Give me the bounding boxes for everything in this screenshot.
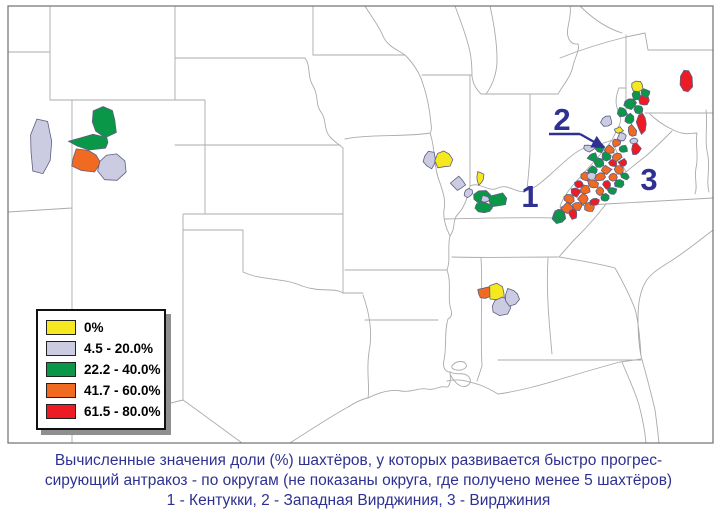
- county: [488, 192, 508, 208]
- legend-label: 61.5 - 80.0%: [84, 404, 161, 419]
- county: [600, 193, 610, 202]
- pointer-arrow: [549, 132, 605, 149]
- county: [553, 209, 566, 220]
- county: [635, 112, 647, 135]
- legend-item-4: 61.5 - 80.0%: [46, 401, 161, 422]
- caption-line-3: 1 - Кентукки, 2 - Западная Вирджиния, 3 …: [166, 492, 551, 509]
- county: [422, 150, 436, 170]
- county: [600, 164, 613, 175]
- county: [574, 180, 585, 189]
- legend-label: 4.5 - 20.0%: [84, 341, 154, 356]
- legend-swatch: [46, 362, 76, 377]
- county: [67, 133, 109, 151]
- county: [600, 115, 613, 127]
- legend-item-1: 4.5 - 20.0%: [46, 338, 158, 359]
- county: [602, 180, 611, 190]
- state-borders-east: [367, 109, 714, 444]
- county: [589, 197, 600, 206]
- county: [601, 150, 612, 162]
- county: [616, 106, 628, 118]
- county: [568, 208, 578, 220]
- county: [631, 89, 641, 101]
- county-polygons: [30, 69, 694, 317]
- legend-item-0: 0%: [46, 317, 158, 338]
- county: [91, 106, 117, 139]
- county: [613, 165, 624, 175]
- county: [606, 187, 618, 195]
- legend-swatch: [46, 383, 76, 398]
- county: [576, 192, 589, 206]
- caption-line-1: Вычисленные значения доли (%) шахтёров, …: [54, 452, 663, 469]
- county: [611, 152, 623, 162]
- county: [477, 286, 492, 299]
- county: [623, 98, 637, 111]
- county: [586, 172, 597, 181]
- map-label-1: 1: [521, 179, 538, 214]
- legend-item-3: 41.7 - 60.0%: [46, 380, 161, 401]
- county: [480, 194, 491, 203]
- label-2-arrow: [579, 133, 605, 149]
- county: [474, 201, 494, 214]
- county: [633, 105, 644, 115]
- county: [624, 112, 635, 124]
- state-borders-midwest: [304, 5, 562, 395]
- county: [579, 184, 591, 195]
- county: [618, 144, 628, 153]
- county: [30, 118, 53, 175]
- legend-item-2: 22.2 - 40.0%: [46, 359, 161, 380]
- county: [489, 282, 505, 301]
- county: [613, 179, 625, 188]
- county: [608, 172, 618, 182]
- map-label-3: 3: [640, 162, 657, 197]
- county: [476, 171, 485, 187]
- county: [629, 137, 639, 145]
- county: [631, 140, 642, 155]
- county: [620, 172, 630, 181]
- map-label-2: 2: [553, 102, 570, 137]
- county: [586, 152, 598, 163]
- county: [617, 157, 628, 167]
- county: [434, 150, 454, 169]
- legend-label: 0%: [84, 320, 104, 335]
- state-borders: [7, 5, 714, 444]
- legend-label: 22.2 - 40.0%: [84, 362, 161, 377]
- legend-swatch: [46, 341, 76, 356]
- county: [449, 175, 467, 191]
- legend-swatch: [46, 320, 76, 335]
- map-labels: 1 2 3: [521, 102, 657, 214]
- county: [505, 287, 520, 307]
- county: [640, 88, 651, 98]
- legend-swatch: [46, 404, 76, 419]
- county: [603, 144, 615, 154]
- map-frame-border: [7, 5, 714, 444]
- caption: Вычисленные значения доли (%) шахтёров, …: [0, 451, 717, 511]
- legend-label: 41.7 - 60.0%: [84, 383, 161, 398]
- caption-line-2: сирующий антракоз - по округам (не показ…: [44, 472, 673, 489]
- county: [616, 132, 627, 142]
- county: [563, 193, 575, 205]
- county: [97, 153, 127, 181]
- county: [463, 188, 474, 199]
- county: [595, 186, 605, 197]
- county: [627, 123, 638, 137]
- county: [71, 148, 102, 173]
- county: [679, 69, 694, 93]
- legend: 0% 4.5 - 20.0% 22.2 - 40.0% 41.7 - 60.0% 61.…: [36, 309, 166, 430]
- county: [571, 201, 583, 211]
- county: [631, 80, 644, 93]
